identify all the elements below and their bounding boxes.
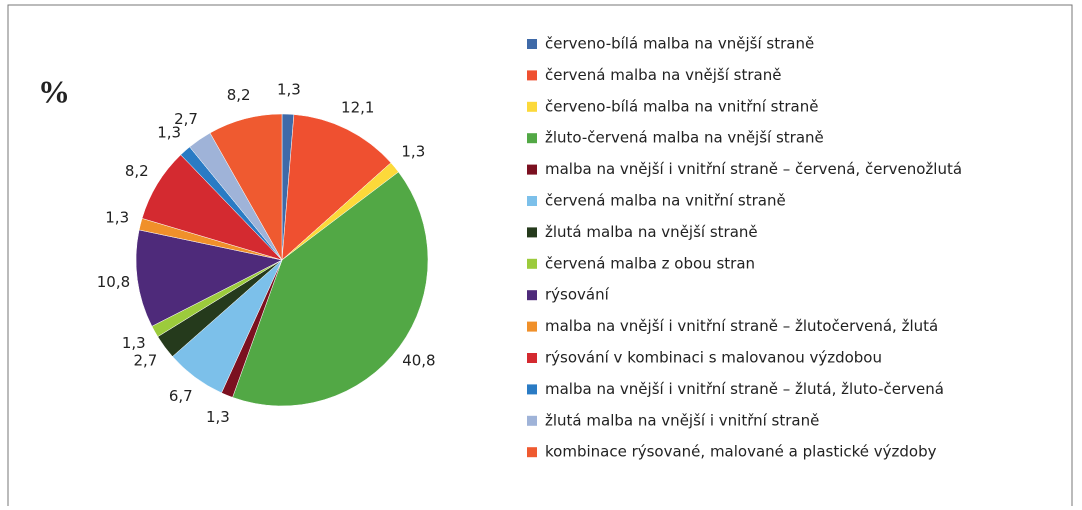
- legend-swatch: [527, 321, 537, 332]
- chart-title: %: [38, 73, 70, 109]
- data-label: 40,8: [402, 351, 435, 369]
- legend-label: malba na vnější i vnitřní straně – červe…: [545, 160, 962, 178]
- legend-label: rýsování: [545, 286, 610, 304]
- pie-slice: [281, 114, 392, 261]
- pie-slice: [135, 229, 283, 327]
- data-label: 2,7: [133, 352, 157, 370]
- frame: [7, 4, 1073, 510]
- legend-swatch: [527, 384, 537, 395]
- legend-label: červená malba na vnitřní straně: [545, 192, 786, 210]
- legend-label: žlutá malba na vnější i vnitřní straně: [545, 411, 819, 429]
- data-label: 8,2: [227, 86, 251, 104]
- data-label: 1,3: [122, 334, 146, 352]
- legend-label: červeno-bílá malba na vnější straně: [545, 35, 814, 53]
- pie-slice: [209, 113, 283, 261]
- legend-label: žluto-červená malba na vnější straně: [545, 129, 824, 147]
- legend-label: červeno-bílá malba na vnitřní straně: [545, 97, 818, 115]
- legend-swatch: [527, 290, 537, 301]
- data-label: 1,3: [105, 209, 129, 227]
- legend-swatch: [527, 353, 537, 363]
- data-label: 1,3: [401, 143, 425, 161]
- data-label: 10,8: [97, 273, 130, 291]
- legend-label: červená malba z obou stran: [545, 254, 755, 272]
- pie-slice: [232, 171, 429, 407]
- legend-swatch: [527, 196, 537, 206]
- data-label: 6,7: [169, 387, 193, 405]
- legend-label: červená malba na vnější straně: [545, 66, 781, 84]
- legend-swatch: [527, 164, 537, 175]
- legend-swatch: [527, 258, 537, 269]
- legend-label: malba na vnější i vnitřní straně – žluto…: [545, 317, 938, 335]
- legend-label: žlutá malba na vnější straně: [545, 223, 758, 241]
- legend-label: rýsování v kombinaci s malovanou výzdobo…: [545, 349, 882, 367]
- legend-swatch: [527, 70, 537, 81]
- legend-label: kombinace rýsované, malované a plastické…: [545, 443, 937, 461]
- data-label: 12,1: [341, 98, 374, 116]
- data-label: 1,3: [206, 408, 230, 426]
- legend-swatch: [527, 39, 537, 49]
- legend-swatch: [527, 227, 537, 238]
- legend-swatch: [527, 133, 537, 144]
- data-label: 2,7: [174, 110, 198, 128]
- data-label: 1,3: [277, 81, 301, 99]
- legend-label: malba na vnější i vnitřní straně – žlutá…: [545, 380, 944, 398]
- legend-swatch: [527, 101, 537, 112]
- legend-swatch: [527, 447, 537, 458]
- data-label: 1,3: [157, 123, 181, 141]
- data-label: 8,2: [125, 162, 149, 180]
- legend-swatch: [527, 415, 537, 426]
